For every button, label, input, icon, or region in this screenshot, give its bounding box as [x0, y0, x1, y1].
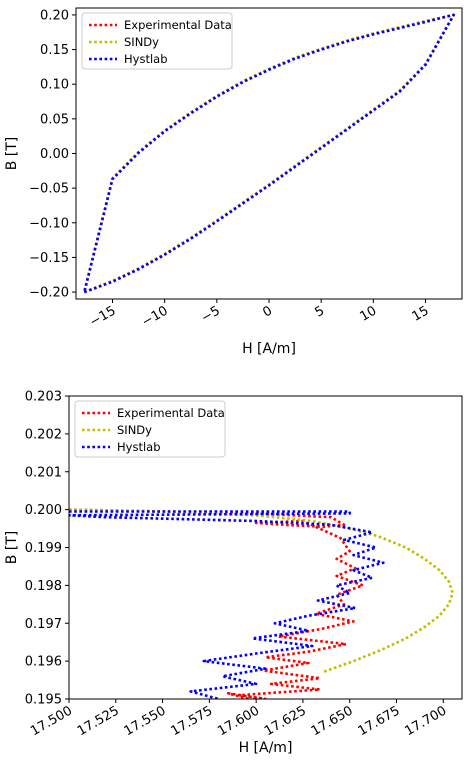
y-tick-label: 0.199 — [25, 541, 62, 556]
legend-label: Experimental Data — [117, 406, 225, 420]
hysteresis-full-loop-chart: −15 −10 −5 0 5 10 15 0.20 0.15 0.10 0.05 0.00 −0.05 −… — [4, 7, 463, 357]
legend-box — [81, 12, 233, 70]
series-line-experimental-data — [69, 508, 365, 699]
x-tick-label: −15 — [87, 303, 118, 330]
y-tick-label: 0.198 — [25, 579, 62, 594]
x-tick-label: 17.675 — [356, 703, 403, 739]
x-tick-label: 0 — [260, 303, 275, 320]
y-tick-label: −0.15 — [29, 251, 69, 266]
y-tick-label: 0.20 — [40, 8, 69, 23]
x-axis-label: H [A/m] — [239, 740, 293, 756]
x-tick-label: 17.550 — [122, 703, 169, 739]
y-tick-label: 0.00 — [40, 147, 69, 162]
y-tick-label: 0.15 — [40, 43, 69, 58]
y-tick-label: −0.10 — [29, 216, 69, 231]
y-tick-label: −0.05 — [29, 182, 69, 197]
y-tick-label: 0.196 — [25, 655, 62, 670]
legend-label: SINDy — [124, 35, 159, 49]
series-line-sindy — [69, 508, 454, 674]
series-line-hystlab — [69, 510, 385, 699]
y-tick-label: 0.195 — [25, 693, 62, 708]
x-tick-label: 17.700 — [402, 703, 449, 739]
y-axis-label: B [T] — [4, 531, 20, 565]
x-tick-label: 17.500 — [28, 703, 75, 739]
x-tick-label: 17.625 — [262, 703, 309, 739]
x-tick-label: 5 — [312, 303, 327, 320]
y-tick-label: 0.197 — [25, 617, 62, 632]
legend-label: Hystlab — [117, 440, 161, 454]
series-group — [69, 508, 454, 699]
x-tick-label: −5 — [199, 303, 223, 326]
y-tick-label: 0.200 — [25, 503, 62, 518]
y-tick-label: 0.05 — [40, 112, 69, 127]
legend-box — [74, 400, 226, 458]
x-tick-label: 10 — [357, 303, 379, 324]
hysteresis-zoomed-tip-chart: 17.500 17.525 17.550 17.575 17.600 17.625 17.6… — [4, 390, 463, 756]
x-tick-label: 17.525 — [75, 703, 122, 739]
x-tick-label: 17.600 — [215, 703, 262, 739]
legend-label: SINDy — [117, 423, 152, 437]
x-tick-label: 17.575 — [168, 703, 215, 739]
x-axis-label: H [A/m] — [242, 341, 296, 357]
legend-label: Hystlab — [124, 52, 168, 66]
legend: Experimental Data SINDy Hystlab — [81, 12, 233, 70]
x-tick-label: 17.650 — [309, 703, 356, 739]
y-axis-label: B [T] — [4, 137, 20, 171]
y-tick-label: 0.202 — [25, 427, 62, 442]
x-tick-label: −10 — [139, 303, 170, 330]
y-tick-label: 0.201 — [25, 465, 62, 480]
x-tick-label: 15 — [410, 303, 432, 324]
series-group — [83, 13, 456, 294]
y-tick-label: 0.10 — [40, 78, 69, 93]
y-tick-label: −0.20 — [29, 286, 69, 301]
series-line-hystlab — [83, 13, 456, 294]
legend-label: Experimental Data — [124, 18, 232, 32]
y-tick-label: 0.203 — [25, 390, 62, 405]
legend: Experimental Data SINDy Hystlab — [74, 400, 226, 458]
